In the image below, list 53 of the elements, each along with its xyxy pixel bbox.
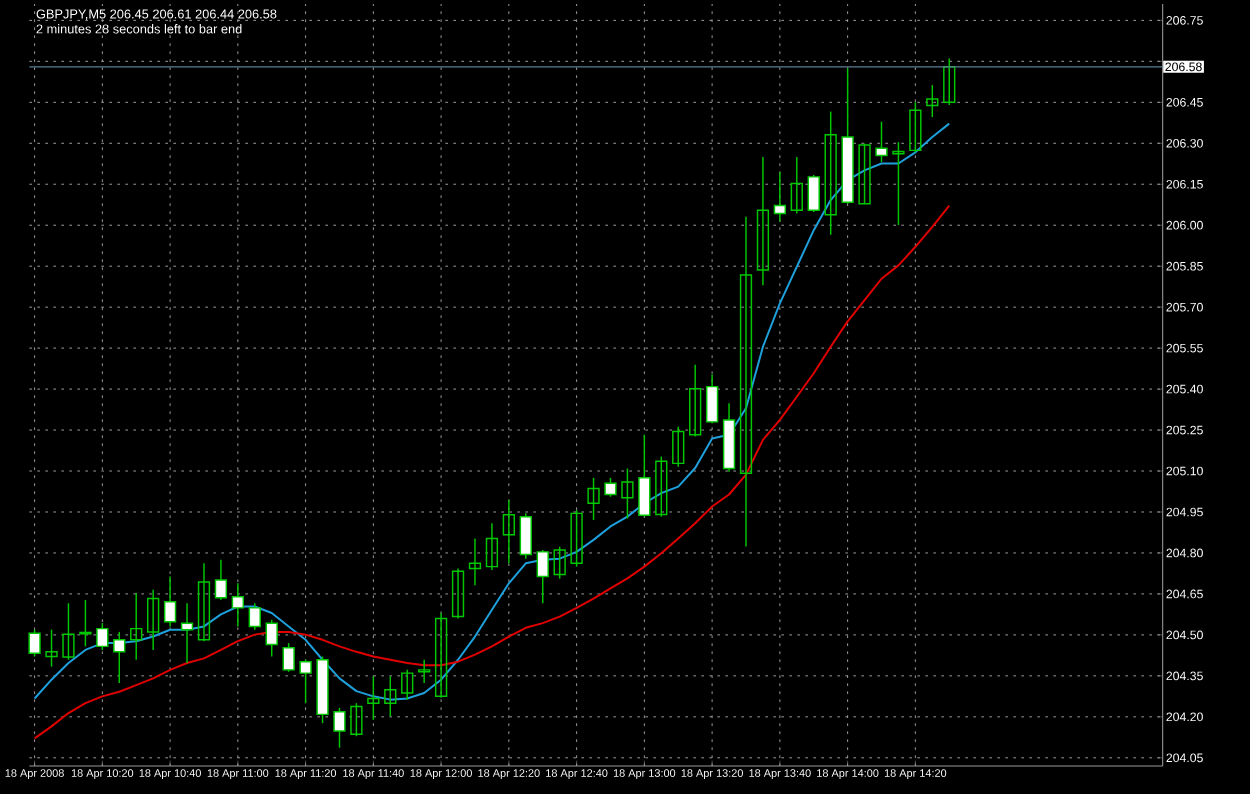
candlestick (146, 589, 160, 651)
candlestick (113, 631, 126, 684)
candlestick (892, 141, 905, 226)
candlestick (130, 592, 143, 661)
candlestick (28, 628, 41, 658)
line-series (33, 204, 951, 740)
candlestick (655, 455, 668, 518)
candlestick (79, 599, 92, 648)
candlestick (621, 467, 634, 520)
candlestick (739, 216, 753, 548)
candlestick (858, 142, 871, 205)
candlestick (434, 612, 448, 699)
candlestick (553, 545, 566, 580)
candlestick (367, 675, 380, 721)
candlestick (333, 707, 346, 749)
candlestick (926, 84, 939, 118)
candlestick (875, 120, 888, 163)
candlestick (248, 602, 261, 631)
candlestick (807, 174, 820, 213)
candlestick (418, 659, 431, 684)
candlestick (824, 110, 837, 236)
candlestick (587, 477, 600, 521)
candlestick (163, 575, 177, 628)
candlestick (638, 433, 651, 518)
candlestick (197, 562, 211, 642)
candlestick (96, 622, 109, 651)
candlestick (536, 549, 549, 604)
candlestick (401, 669, 414, 701)
candlestick (502, 499, 516, 565)
candlestick (689, 364, 702, 438)
candlestick (705, 373, 719, 424)
candlestick (485, 522, 499, 571)
candlestick (468, 537, 482, 586)
candlestick (943, 57, 956, 106)
candlestick (451, 567, 465, 620)
candlestick (282, 642, 295, 673)
candlestick (604, 477, 617, 498)
candlestick (62, 602, 75, 661)
candlestick (519, 512, 532, 560)
candlestick (265, 619, 278, 658)
candlestick (773, 171, 787, 223)
candlestick (570, 509, 583, 568)
candlestick (384, 675, 397, 718)
candlestick (790, 156, 803, 215)
candlestick (231, 582, 244, 628)
candlestick (214, 559, 228, 601)
candlestick (672, 426, 685, 468)
candlestick (299, 659, 312, 704)
candlestick (909, 101, 922, 154)
candlestick (45, 628, 58, 668)
candlestick (350, 702, 363, 737)
candlestick (180, 602, 194, 664)
candlestick (756, 156, 770, 287)
